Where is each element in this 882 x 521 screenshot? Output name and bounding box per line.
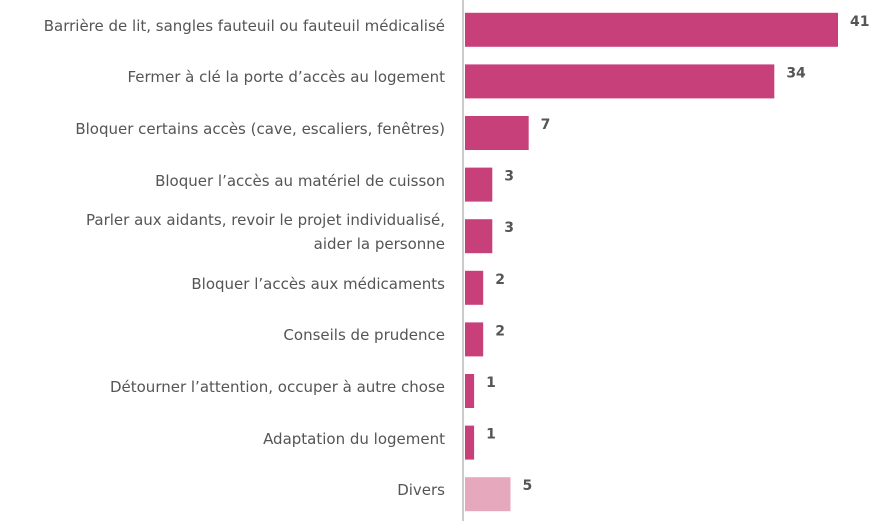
category-label: Bloquer l’accès au matériel de cuisson	[155, 171, 445, 190]
category-label: Barrière de lit, sangles fauteuil ou fau…	[43, 16, 445, 35]
value-label: 34	[786, 65, 806, 81]
value-label: 3	[504, 220, 514, 236]
category-label: Fermer à clé la porte d’accès au logemen…	[127, 68, 445, 87]
value-label: 1	[486, 427, 496, 443]
value-label: 2	[495, 323, 505, 339]
bar	[465, 167, 493, 202]
value-label: 1	[486, 375, 496, 391]
bar	[465, 270, 484, 305]
category-label: Adaptation du logement	[263, 429, 445, 448]
value-label: 41	[850, 14, 869, 30]
category-label: Bloquer l’accès aux médicaments	[191, 274, 445, 293]
bar	[465, 374, 475, 408]
category-label: Bloquer certains accès (cave, escaliers,…	[75, 120, 445, 138]
category-label: Conseils de prudence	[283, 326, 445, 345]
bar	[465, 219, 493, 254]
value-label: 2	[495, 272, 505, 288]
bar	[465, 425, 475, 460]
category-label: Divers	[397, 481, 445, 500]
value-label: 5	[522, 478, 532, 494]
bar	[465, 322, 484, 357]
bar	[465, 477, 511, 512]
bar	[465, 116, 529, 150]
bar	[465, 64, 775, 99]
category-label: Détourner l’attention, occuper à autre c…	[109, 378, 445, 396]
bar	[465, 12, 838, 47]
category-label: Parler aux aidants, revoir le projet ind…	[86, 211, 445, 254]
value-label: 3	[504, 169, 514, 185]
value-label: 7	[541, 117, 551, 133]
